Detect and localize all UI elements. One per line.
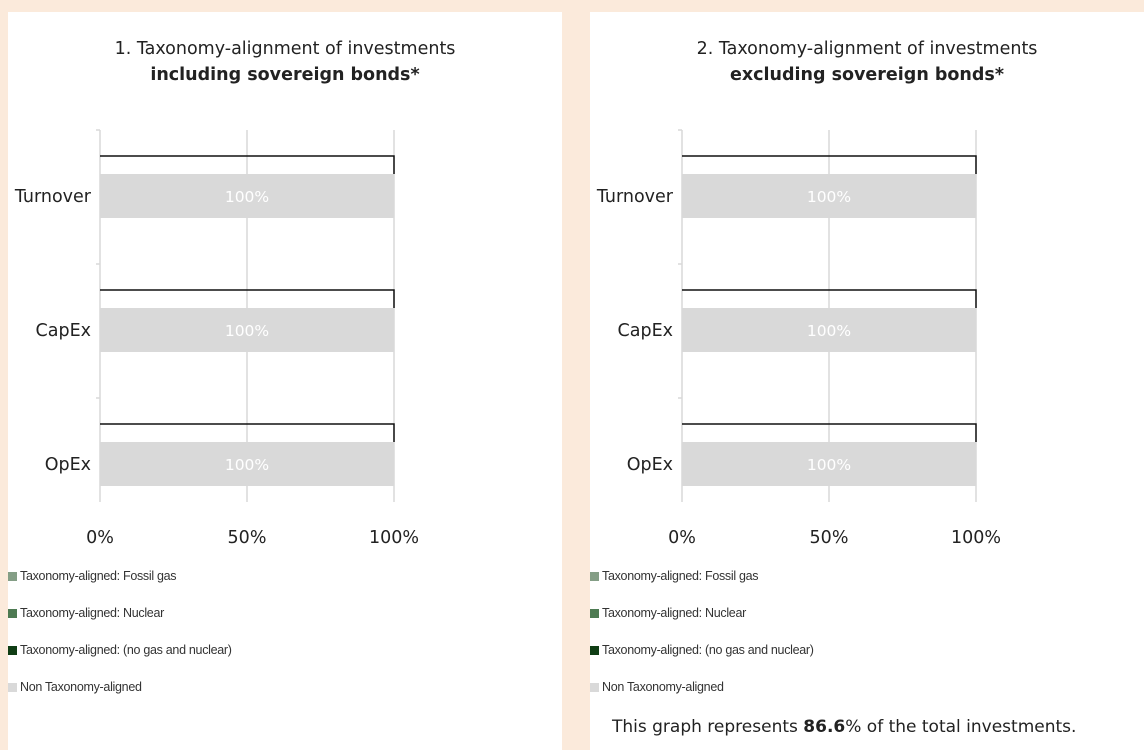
legend-label: Taxonomy-aligned: (no gas and nuclear) xyxy=(20,643,232,657)
chart-title-line: 1. Taxonomy-alignment of investments xyxy=(114,39,456,59)
legend-swatch xyxy=(8,645,17,655)
legend-swatch xyxy=(590,645,599,655)
legend-item: Taxonomy-aligned: (no gas and nuclear) xyxy=(590,641,814,659)
legend-item: Taxonomy-aligned: Fossil gas xyxy=(590,567,814,585)
legend-swatch xyxy=(8,608,17,618)
legend-label: Non Taxonomy-aligned xyxy=(20,680,142,694)
chart-title: 1. Taxonomy-alignment of investments inc… xyxy=(8,36,562,88)
x-tick-label: 50% xyxy=(810,528,849,548)
data-label: 100% xyxy=(807,456,851,474)
data-label: 100% xyxy=(225,456,269,474)
data-label: 100% xyxy=(807,322,851,340)
legend-label: Taxonomy-aligned: Nuclear xyxy=(20,606,164,620)
chart-title: 2. Taxonomy-alignment of investments exc… xyxy=(590,36,1144,88)
legend-label: Taxonomy-aligned: Fossil gas xyxy=(602,569,759,583)
data-label: 100% xyxy=(807,188,851,206)
legend-swatch xyxy=(8,682,17,692)
x-tick-label: 100% xyxy=(951,528,1001,548)
legend-label: Taxonomy-aligned: (no gas and nuclear) xyxy=(602,643,814,657)
category-label: OpEx xyxy=(627,455,673,475)
bar-outline xyxy=(100,289,395,308)
bar xyxy=(682,308,976,352)
bar xyxy=(100,442,394,486)
category-label: CapEx xyxy=(618,321,673,341)
data-label: 100% xyxy=(225,188,269,206)
legend-label: Non Taxonomy-aligned xyxy=(602,680,724,694)
category-label: CapEx xyxy=(36,321,91,341)
legend-label: Taxonomy-aligned: Nuclear xyxy=(602,606,746,620)
bar xyxy=(682,442,976,486)
bar-outline xyxy=(100,155,395,174)
bar xyxy=(682,174,976,218)
bar-chart: 0% 50% 100% 100% Turnover 100% CapEx 100% OpEx xyxy=(596,129,1001,548)
x-tick-label: 100% xyxy=(369,528,419,548)
legend-item: Taxonomy-aligned: (no gas and nuclear) xyxy=(8,641,232,659)
chart-subtitle: excluding sovereign bonds* xyxy=(730,65,1004,85)
category-label: OpEx xyxy=(45,455,91,475)
chart-title-line: 2. Taxonomy-alignment of investments xyxy=(696,39,1038,59)
bar-chart: 0% 50% 100% 100% Turnover 100% CapEx 100% OpEx xyxy=(14,129,419,548)
category-label: Turnover xyxy=(14,187,92,207)
chart-panel-including: 1. Taxonomy-alignment of investments inc… xyxy=(8,12,562,750)
legend-label: Taxonomy-aligned: Fossil gas xyxy=(20,569,177,583)
category-label: Turnover xyxy=(596,187,674,207)
bar-outline xyxy=(682,423,977,442)
coverage-note-suffix: % of the total investments. xyxy=(845,717,1077,737)
legend-item: Taxonomy-aligned: Nuclear xyxy=(590,604,814,622)
legend-swatch xyxy=(590,571,599,581)
bar-outline xyxy=(682,289,977,308)
coverage-note-prefix: This graph represents xyxy=(612,717,804,737)
legend-item: Taxonomy-aligned: Nuclear xyxy=(8,604,232,622)
legend-swatch xyxy=(590,608,599,618)
bar-outline xyxy=(100,423,395,442)
coverage-note: This graph represents 86.6% of the total… xyxy=(612,717,1076,737)
x-tick-label: 0% xyxy=(86,528,114,548)
bar xyxy=(100,308,394,352)
bar-outline xyxy=(682,155,977,174)
chart-legend: Taxonomy-aligned: Fossil gas Taxonomy-ali… xyxy=(8,567,232,715)
legend-item: Non Taxonomy-aligned xyxy=(8,678,232,696)
legend-item: Non Taxonomy-aligned xyxy=(590,678,814,696)
bar xyxy=(100,174,394,218)
chart-panel-excluding: 2. Taxonomy-alignment of investments exc… xyxy=(590,12,1144,750)
legend-swatch xyxy=(590,682,599,692)
chart-legend: Taxonomy-aligned: Fossil gas Taxonomy-ali… xyxy=(590,567,814,715)
chart-subtitle: including sovereign bonds* xyxy=(150,65,420,85)
legend-swatch xyxy=(8,571,17,581)
data-label: 100% xyxy=(225,322,269,340)
x-tick-label: 0% xyxy=(668,528,696,548)
legend-item: Taxonomy-aligned: Fossil gas xyxy=(8,567,232,585)
x-tick-label: 50% xyxy=(228,528,267,548)
coverage-note-value: 86.6 xyxy=(803,717,846,737)
